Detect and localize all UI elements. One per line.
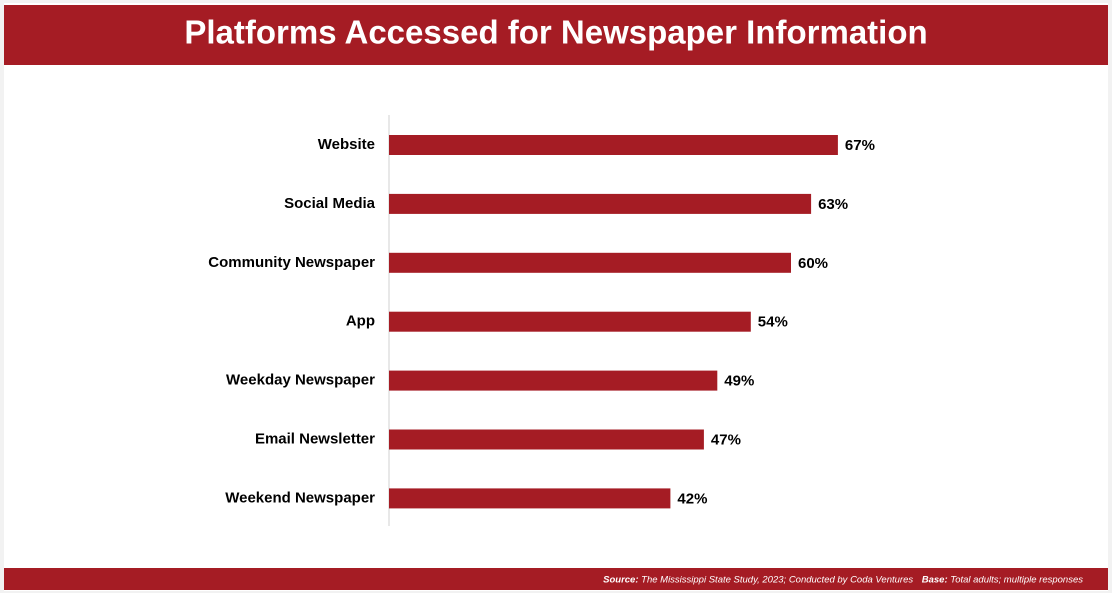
value-label: 63%: [818, 196, 848, 213]
category-label: Social Media: [284, 195, 376, 212]
base-text: Total adults; multiple responses: [950, 574, 1083, 585]
category-label: Weekend Newspaper: [225, 489, 375, 506]
footer-band: [4, 568, 1108, 590]
value-label: 60%: [798, 255, 828, 272]
chart-title: Platforms Accessed for Newspaper Informa…: [184, 14, 927, 51]
value-label: 67%: [845, 137, 875, 154]
category-label: Email Newsletter: [255, 430, 375, 447]
base-label: Base:: [922, 574, 948, 585]
value-label: 54%: [758, 314, 788, 331]
bar: [389, 370, 718, 391]
bar: [389, 488, 671, 509]
bar: [389, 135, 838, 155]
value-label: 49%: [724, 373, 754, 390]
bar: [389, 429, 704, 450]
value-label: 47%: [711, 431, 741, 448]
category-label: Weekday Newspaper: [226, 372, 375, 389]
value-label: 42%: [677, 490, 707, 507]
category-label: App: [346, 313, 375, 330]
bar: [389, 252, 791, 273]
header-band: [4, 5, 1108, 65]
source-text: The Mississippi State Study, 2023; Condu…: [641, 574, 913, 585]
bar: [389, 193, 812, 214]
source-label: Source:: [603, 574, 638, 585]
category-label: Community Newspaper: [208, 254, 375, 271]
category-label: Website: [318, 136, 375, 153]
footer: Source: The Mississippi State Study, 202…: [603, 574, 1083, 585]
bar: [389, 311, 751, 332]
